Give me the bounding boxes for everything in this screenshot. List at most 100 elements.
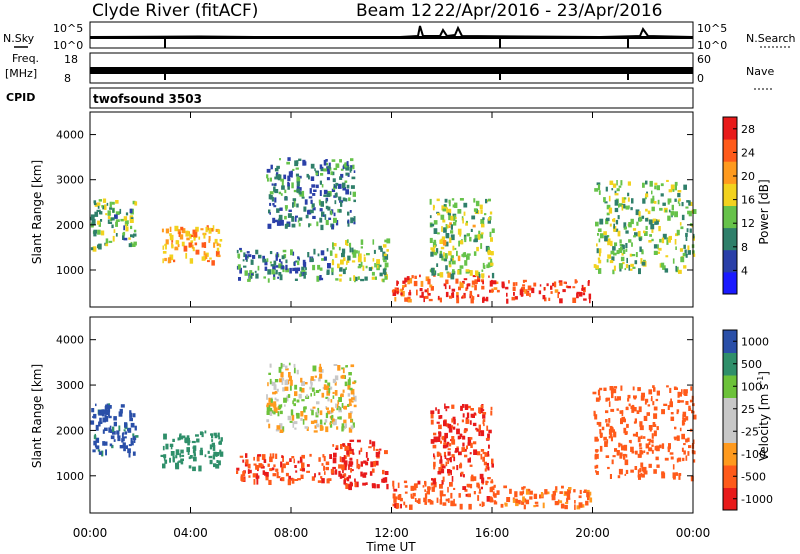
data-cell-8 — [639, 451, 644, 455]
data-cell-3 — [287, 415, 292, 421]
data-cell-6 — [445, 224, 448, 227]
data-cell-8 — [611, 256, 615, 261]
data-cell-6 — [462, 252, 465, 258]
data-cell-8 — [681, 202, 684, 207]
data-cell-6 — [443, 204, 446, 207]
data-cell-8 — [612, 218, 615, 222]
data-cell-2 — [242, 471, 246, 476]
data-cell-1 — [188, 465, 192, 469]
data-cell-4 — [344, 445, 347, 451]
data-cell-0 — [125, 226, 129, 232]
data-cell-8 — [613, 223, 615, 229]
data-cell-6 — [472, 224, 476, 228]
data-cell-6 — [484, 213, 487, 216]
data-cell-3 — [338, 196, 342, 201]
data-cell-7 — [550, 291, 553, 294]
data-cell-5 — [410, 496, 415, 499]
data-cell-3 — [336, 404, 339, 410]
data-cell-1 — [211, 228, 214, 232]
data-cell-8 — [652, 422, 656, 426]
data-cell-8 — [661, 409, 665, 415]
data-cell-8 — [683, 450, 686, 455]
data-cell-3 — [304, 418, 308, 421]
data-cell-6 — [457, 423, 459, 426]
data-cell-0 — [97, 220, 100, 225]
data-cell-3 — [281, 185, 285, 190]
data-cell-0 — [132, 413, 136, 418]
data-cell-8 — [623, 455, 626, 460]
data-cell-8 — [672, 258, 675, 264]
data-cell-6 — [474, 234, 478, 241]
data-cell-1 — [162, 463, 166, 469]
data-cell-0 — [111, 224, 114, 229]
data-cell-1 — [193, 453, 196, 457]
data-cell-8 — [594, 465, 597, 469]
data-cell-3 — [335, 163, 340, 168]
data-cell-8 — [673, 436, 678, 439]
data-cell-5 — [492, 280, 497, 285]
data-cell-4 — [382, 244, 387, 248]
data-cell-8 — [599, 218, 604, 225]
data-cell-4 — [354, 482, 357, 487]
data-cell-6 — [451, 476, 454, 482]
data-cell-8 — [681, 420, 685, 426]
data-cell-3 — [333, 217, 337, 223]
data-cell-4 — [349, 481, 353, 486]
data-cell-1 — [192, 247, 195, 252]
data-cell-7 — [546, 283, 549, 287]
data-cell-5 — [445, 291, 449, 298]
data-cell-7 — [522, 279, 527, 283]
data-cell-6 — [440, 468, 445, 474]
data-cell-0 — [95, 403, 97, 407]
data-cell-3 — [272, 217, 276, 224]
data-cell-3 — [298, 223, 301, 227]
data-cell-8 — [684, 389, 688, 394]
data-cell-1 — [172, 455, 175, 462]
data-cell-8 — [667, 215, 671, 221]
data-cell-8 — [620, 180, 623, 186]
data-cell-0 — [92, 449, 96, 453]
data-cell-3 — [270, 407, 273, 412]
data-cell-7 — [581, 284, 584, 291]
data-cell-2 — [277, 276, 279, 279]
data-cell-3 — [274, 189, 279, 194]
data-cell-0 — [93, 229, 97, 234]
data-cell-8 — [623, 249, 626, 254]
data-cell-3 — [296, 188, 300, 193]
data-cell-3 — [332, 418, 334, 424]
data-cell-8 — [625, 243, 628, 248]
data-cell-0 — [125, 445, 128, 449]
data-cell-0 — [111, 201, 115, 205]
data-cell-6 — [442, 208, 447, 212]
data-cell-0 — [110, 435, 115, 440]
data-cell-3 — [328, 217, 332, 220]
data-cell-3 — [309, 209, 314, 214]
data-cell-1 — [169, 457, 171, 463]
data-cell-8 — [655, 398, 659, 402]
data-cell-3 — [269, 177, 272, 182]
data-cell-3 — [276, 425, 281, 430]
data-cell-3 — [350, 165, 354, 168]
data-cell-3 — [323, 159, 327, 166]
data-cell-5 — [489, 289, 492, 293]
data-cell-5 — [494, 500, 497, 504]
data-cell-7 — [550, 285, 553, 290]
data-cell-3 — [300, 417, 303, 421]
colorbar-segment — [723, 161, 737, 184]
data-cell-2 — [297, 260, 300, 266]
data-cell-1 — [199, 431, 203, 436]
data-cell-3 — [334, 390, 338, 396]
data-cell-2 — [318, 472, 321, 476]
data-cell-1 — [170, 445, 173, 450]
data-cell-3 — [337, 183, 342, 189]
data-cell-3 — [337, 365, 341, 371]
data-cell-4 — [344, 477, 348, 481]
data-cell-6 — [463, 252, 466, 258]
data-cell-0 — [112, 208, 115, 213]
data-cell-6 — [466, 445, 468, 450]
data-cell-3 — [298, 191, 302, 195]
data-cell-8 — [656, 426, 659, 431]
data-cell-5 — [472, 275, 477, 278]
data-cell-5 — [419, 295, 423, 298]
date-range: 22/Apr/2016 - 23/Apr/2016 — [434, 1, 662, 21]
